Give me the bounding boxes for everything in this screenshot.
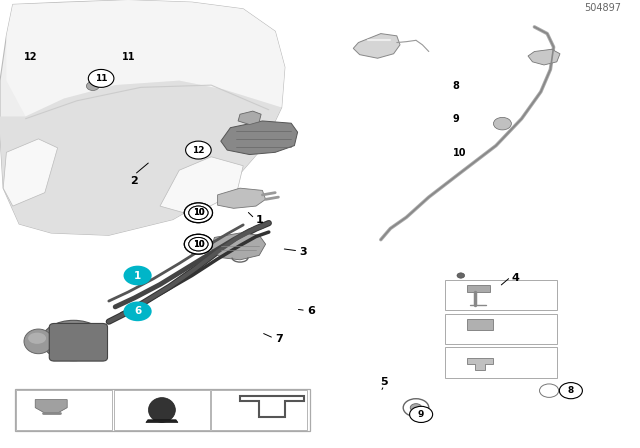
Text: 12: 12 [24,52,37,61]
Ellipse shape [148,398,175,422]
Polygon shape [238,111,261,125]
Circle shape [492,300,500,305]
Text: 10: 10 [452,148,466,158]
Polygon shape [218,188,266,208]
Circle shape [457,273,465,278]
Text: 9: 9 [418,410,424,419]
Text: 6: 6 [134,306,141,316]
Text: 3: 3 [300,247,307,257]
Polygon shape [211,233,266,260]
Ellipse shape [24,329,52,354]
Polygon shape [528,49,560,65]
Text: 10: 10 [193,208,204,217]
Polygon shape [3,139,58,206]
Circle shape [410,406,433,422]
Circle shape [184,203,212,223]
Text: 8: 8 [452,81,460,90]
Ellipse shape [42,320,106,361]
Polygon shape [35,400,67,413]
Circle shape [189,237,208,251]
Text: 2: 2 [131,177,138,186]
Text: 11: 11 [122,52,135,61]
Circle shape [493,117,511,130]
FancyBboxPatch shape [211,390,307,430]
Circle shape [124,302,152,321]
Text: 4: 4 [512,273,520,283]
Polygon shape [221,121,298,155]
FancyBboxPatch shape [445,347,557,378]
FancyBboxPatch shape [445,314,557,344]
Polygon shape [467,285,490,292]
Text: 11: 11 [95,74,108,83]
Polygon shape [0,81,282,235]
FancyBboxPatch shape [445,280,557,310]
Polygon shape [146,420,178,422]
Polygon shape [467,358,493,370]
FancyBboxPatch shape [114,390,210,430]
Text: 10: 10 [193,208,204,217]
Text: 1: 1 [134,271,141,280]
Polygon shape [353,34,400,58]
Text: 8: 8 [568,386,574,395]
FancyBboxPatch shape [16,390,112,430]
Text: 7: 7 [275,334,283,344]
Circle shape [184,234,212,254]
Polygon shape [467,319,493,330]
Text: 10: 10 [193,240,204,249]
Ellipse shape [28,332,46,344]
Text: 12: 12 [192,146,205,155]
Text: 5: 5 [380,377,388,387]
Circle shape [189,206,208,220]
Text: 1: 1 [256,215,264,224]
Circle shape [186,141,211,159]
Circle shape [86,82,99,90]
Circle shape [540,384,559,397]
Circle shape [184,234,212,254]
Polygon shape [6,0,285,116]
Polygon shape [160,157,243,215]
Text: 6: 6 [307,306,315,316]
Circle shape [559,383,582,399]
Text: 10: 10 [193,240,204,249]
Circle shape [184,203,212,223]
Polygon shape [0,0,285,235]
Circle shape [403,399,429,417]
Circle shape [410,404,422,412]
Circle shape [518,327,525,332]
Circle shape [189,237,208,251]
Text: 9: 9 [452,114,460,124]
Circle shape [88,69,114,87]
FancyBboxPatch shape [49,323,108,361]
Text: 504897: 504897 [584,4,621,13]
Circle shape [124,266,152,285]
Circle shape [189,206,208,220]
